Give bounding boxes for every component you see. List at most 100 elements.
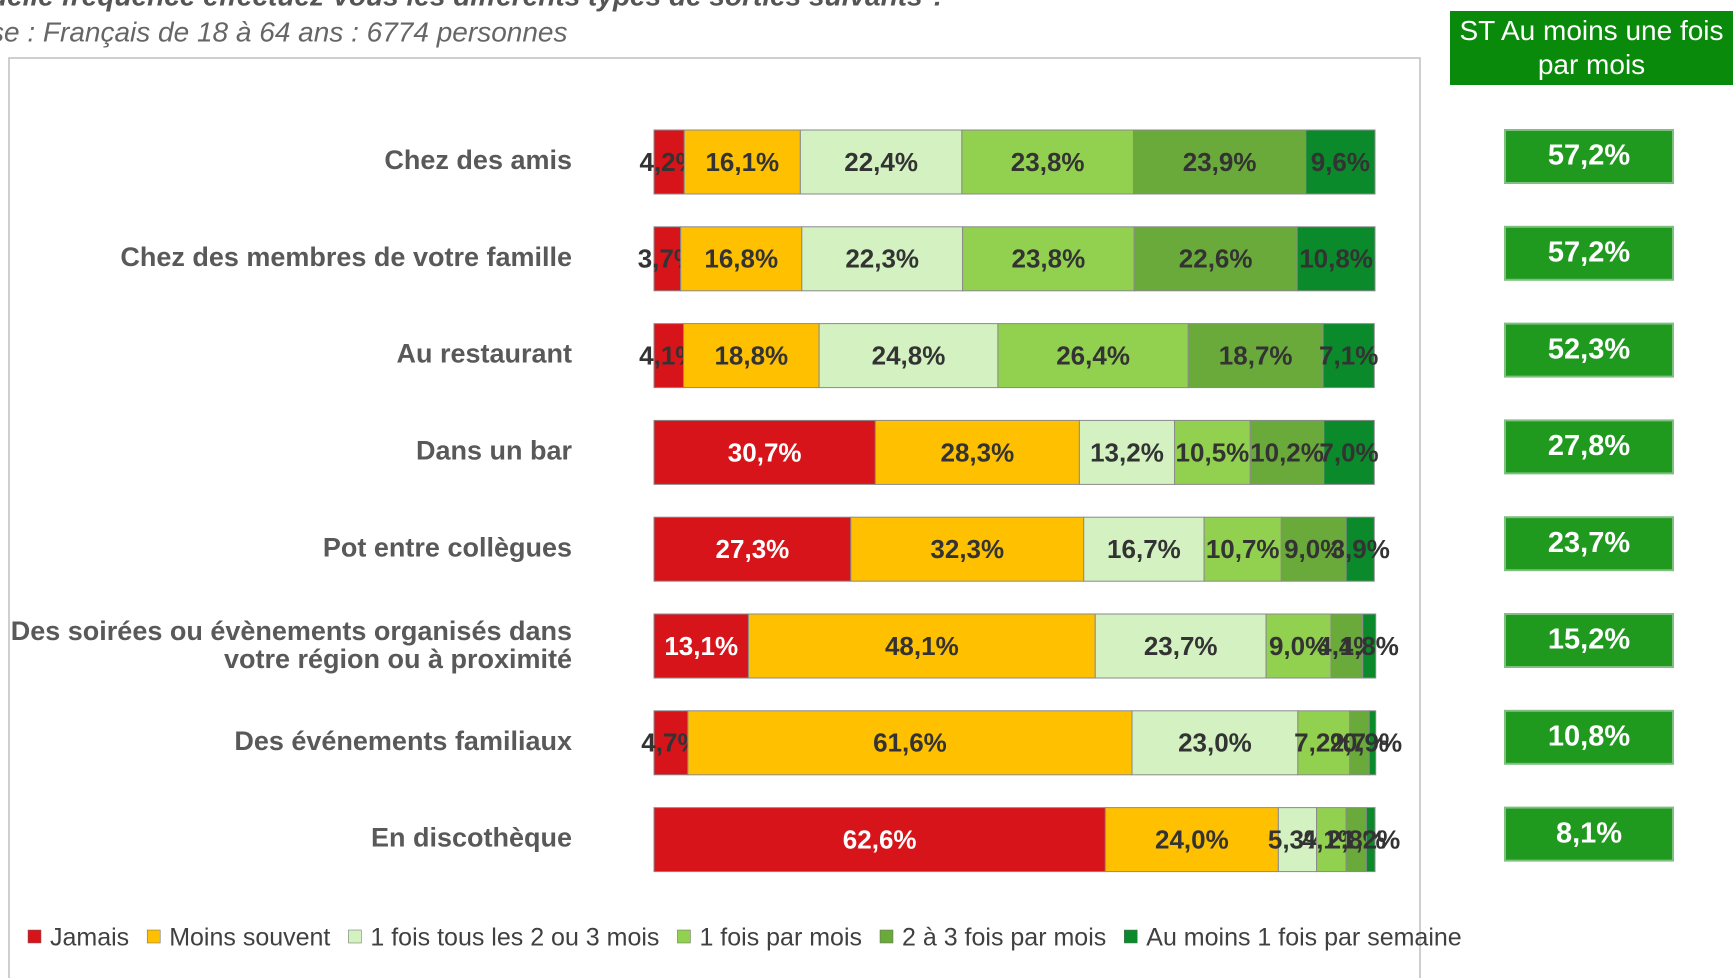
value-label: 2,7%	[1330, 728, 1389, 758]
value-label: 1,8%	[1340, 631, 1399, 661]
bar-segment	[874, 419, 1080, 485]
legend-swatch	[348, 929, 362, 944]
value-label: 3,9%	[1331, 534, 1390, 564]
value-label: 9,0%	[1284, 534, 1343, 564]
value-label: 16,8%	[704, 244, 778, 274]
value-label: 23,9%	[1183, 147, 1257, 177]
bar-segment	[653, 516, 852, 582]
value-label: 7,2%	[1294, 728, 1353, 758]
st-box	[1504, 806, 1674, 862]
category-label: Chez des amis	[384, 145, 572, 175]
legend-label: 1 fois tous les 2 ou 3 mois	[370, 924, 659, 952]
st-label: 57,2%	[1548, 140, 1630, 172]
bar-segment	[1265, 613, 1332, 679]
bar-segment	[1368, 710, 1377, 776]
st-box	[1504, 516, 1674, 572]
value-label: 26,4%	[1056, 340, 1130, 370]
bar-segment	[1187, 323, 1324, 389]
bar-segment	[747, 613, 1096, 679]
bar-segment	[1277, 807, 1318, 873]
value-label: 32,3%	[930, 534, 1004, 564]
category-label: Pot entre collègues	[323, 532, 572, 562]
category-label: Dans un bar	[416, 436, 573, 466]
category-label: Au restaurant	[396, 339, 572, 369]
chart-title: uelle fréquence effectuez-vous les diffé…	[0, 0, 948, 11]
st-box	[1504, 225, 1674, 281]
bar-segment	[1133, 226, 1298, 292]
value-label: 9,6%	[1311, 147, 1370, 177]
value-label: 22,6%	[1179, 244, 1253, 274]
value-label: 23,0%	[1178, 728, 1252, 758]
value-label: 16,7%	[1107, 534, 1181, 564]
plot-border	[8, 57, 1421, 978]
bar-segment	[653, 710, 689, 776]
st-label: 52,3%	[1548, 333, 1630, 365]
chart-subtitle: se : Français de 18 à 64 ans : 6774 pers…	[0, 16, 568, 47]
bar-segment	[1249, 419, 1325, 485]
value-label: 23,8%	[1012, 244, 1086, 274]
legend-swatch	[677, 929, 691, 944]
legend-label: 1 fois par mois	[699, 924, 862, 952]
bar-segment	[818, 323, 999, 389]
bar-segment	[1323, 419, 1375, 485]
value-label: 28,3%	[941, 437, 1015, 467]
bar-segment	[687, 710, 1133, 776]
legend-swatch	[146, 929, 161, 944]
legend-label: 2 à 3 fois par mois	[902, 924, 1106, 952]
bar-segment	[1362, 613, 1377, 679]
value-label: 23,8%	[1011, 147, 1085, 177]
bar-segment	[997, 323, 1189, 389]
value-label: 18,7%	[1219, 340, 1293, 370]
legend-label: Jamais	[50, 924, 129, 952]
category-label: En discothèque	[371, 823, 572, 853]
bar-segment	[1345, 516, 1375, 582]
bar-segment	[683, 129, 801, 195]
value-label: 30,7%	[728, 437, 802, 467]
category-line: Des soirées ou évènements organisés dans	[11, 616, 572, 646]
value-label: 16,1%	[705, 147, 779, 177]
bar-segment	[962, 226, 1135, 292]
bar-segment	[850, 516, 1085, 582]
st-label: 8,1%	[1556, 817, 1622, 849]
st-box	[1504, 419, 1674, 475]
bar-segment	[653, 807, 1106, 873]
value-label: 2,8%	[1327, 824, 1386, 854]
bar-segment	[683, 323, 820, 389]
value-label: 22,3%	[845, 244, 919, 274]
value-label: 22,4%	[844, 147, 918, 177]
bar-segment	[799, 129, 963, 195]
bar-segment	[1078, 419, 1176, 485]
st-label: 27,8%	[1548, 430, 1630, 462]
value-label: 62,6%	[843, 824, 917, 854]
bar-segment	[680, 226, 803, 292]
legend-label: Moins souvent	[169, 924, 330, 952]
bar-segment	[1316, 807, 1347, 873]
value-label: 0,9%	[1343, 728, 1402, 758]
st-label: 57,2%	[1548, 236, 1630, 268]
value-label: 13,2%	[1090, 437, 1164, 467]
value-label: 9,0%	[1269, 631, 1328, 661]
category-label: Des événements familiaux	[234, 726, 572, 756]
value-label: 24,8%	[872, 340, 946, 370]
bar-segment	[1280, 516, 1347, 582]
value-label: 7,0%	[1319, 437, 1378, 467]
bar-segment	[1132, 129, 1307, 195]
value-label: 23,7%	[1144, 631, 1218, 661]
category-label: Chez des membres de votre famille	[120, 242, 572, 272]
legend-swatch	[27, 929, 42, 944]
value-label: 10,7%	[1206, 534, 1280, 564]
bar-segment	[1365, 807, 1376, 873]
st-box	[1504, 322, 1674, 378]
bar-segment	[1174, 419, 1251, 485]
st-header: ST Au moins une fois par mois	[1450, 11, 1733, 85]
bar-segment	[1297, 710, 1351, 776]
bar-segment	[1296, 226, 1376, 292]
value-label: 61,6%	[873, 728, 947, 758]
bar-segment	[653, 419, 876, 485]
value-label: 24,0%	[1155, 824, 1229, 854]
st-label: 10,8%	[1548, 720, 1630, 752]
bar-segment	[653, 613, 749, 679]
st-label: 23,7%	[1548, 527, 1630, 559]
